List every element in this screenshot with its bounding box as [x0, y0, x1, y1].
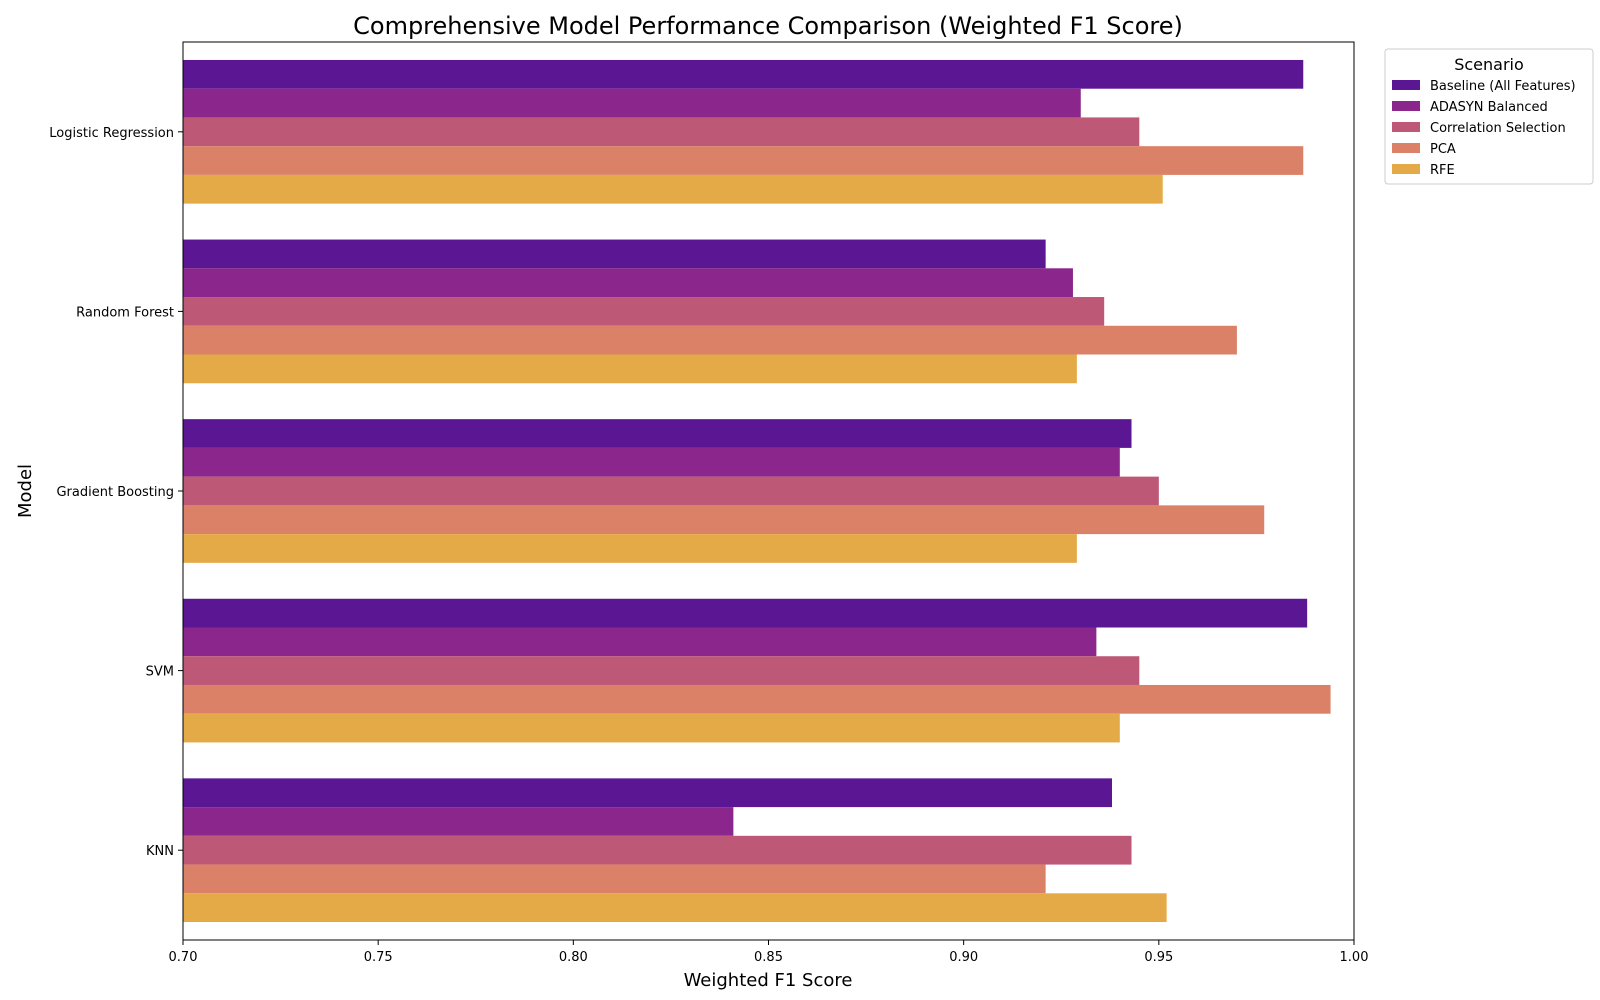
bar-svm-baseline-all-features: [183, 598, 1308, 628]
bar-gradient-boosting-baseline-all-features: [183, 419, 1132, 448]
x-tick-label: 0.75: [364, 950, 393, 965]
legend-title: Scenario: [1454, 55, 1524, 74]
bar-svm-correlation-selection: [183, 656, 1140, 685]
x-axis-ticks: 0.70 0.75 0.80 0.85 0.90 0.95 1.00: [169, 940, 1369, 965]
legend-swatch-adasyn-balanced: [1392, 101, 1420, 111]
y-tick-label: Random Forest: [76, 305, 174, 320]
bar-svm-adasyn-balanced: [183, 627, 1097, 657]
bar-knn-baseline-all-features: [183, 778, 1112, 808]
legend-label-baseline-all-features: Baseline (All Features): [1430, 79, 1576, 94]
bar-knn-rfe: [183, 893, 1167, 923]
bar-logistic-regression-pca: [183, 146, 1304, 175]
legend-label-pca: PCA: [1430, 142, 1456, 157]
bar-gradient-boosting-rfe: [183, 534, 1077, 563]
y-tick-label: Logistic Regression: [49, 126, 174, 141]
x-tick-label: 0.80: [559, 950, 588, 965]
legend-items: Baseline (All Features) ADASYN Balanced Co…: [1392, 79, 1576, 178]
bar-svm-pca: [183, 684, 1331, 714]
bar-gradient-boosting-adasyn-balanced: [183, 447, 1120, 477]
bar-logistic-regression-adasyn-balanced: [183, 88, 1081, 118]
bar-gradient-boosting-correlation-selection: [183, 476, 1159, 506]
x-tick-label: 1.00: [1340, 950, 1369, 965]
legend-swatch-baseline-all-features: [1392, 80, 1420, 90]
legend-swatch-pca: [1392, 143, 1420, 153]
chart-title: Comprehensive Model Performance Comparis…: [353, 12, 1183, 40]
bar-knn-correlation-selection: [183, 835, 1132, 865]
y-tick-label: KNN: [146, 844, 174, 859]
legend-box: [1384, 48, 1594, 185]
legend: Scenario Baseline (All Features) ADASYN B…: [1384, 48, 1594, 185]
x-tick-label: 0.95: [1144, 950, 1173, 965]
bar-random-forest-adasyn-balanced: [183, 268, 1073, 298]
x-axis-title: Weighted F1 Score: [684, 970, 853, 991]
x-tick-label: 0.90: [949, 950, 978, 965]
bar-gradient-boosting-pca: [183, 505, 1265, 535]
bar-random-forest-baseline-all-features: [183, 239, 1046, 269]
x-tick-label: 0.70: [169, 950, 198, 965]
x-tick-label: 0.85: [754, 950, 783, 965]
bar-random-forest-pca: [183, 325, 1237, 355]
bars-layer: [183, 59, 1331, 923]
bar-random-forest-correlation-selection: [183, 297, 1105, 326]
y-tick-label: Gradient Boosting: [56, 485, 174, 500]
y-axis-title: Model: [15, 464, 36, 518]
bar-logistic-regression-rfe: [183, 174, 1163, 204]
legend-label-rfe: RFE: [1430, 163, 1455, 178]
bar-logistic-regression-correlation-selection: [183, 117, 1140, 147]
legend-swatch-correlation-selection: [1392, 122, 1420, 132]
bar-random-forest-rfe: [183, 354, 1077, 384]
bar-logistic-regression-baseline-all-features: [183, 59, 1304, 89]
bar-knn-pca: [183, 864, 1046, 894]
bar-svm-rfe: [183, 713, 1120, 743]
y-tick-label: SVM: [146, 665, 174, 680]
legend-label-correlation-selection: Correlation Selection: [1430, 121, 1566, 136]
bar-knn-adasyn-balanced: [183, 807, 734, 836]
legend-label-adasyn-balanced: ADASYN Balanced: [1430, 100, 1548, 115]
legend-swatch-rfe: [1392, 164, 1420, 174]
y-axis-ticks: Logistic Regression Random Forest Gradient…: [49, 126, 183, 859]
